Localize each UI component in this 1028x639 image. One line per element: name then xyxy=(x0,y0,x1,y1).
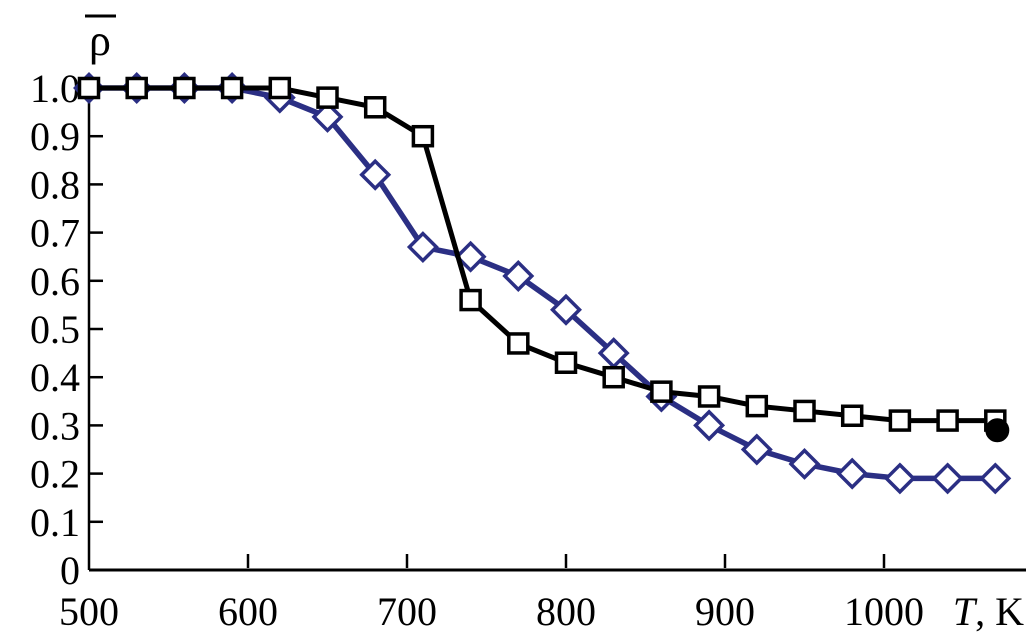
square-marker xyxy=(745,394,769,418)
end-filled-circle-marker xyxy=(985,418,1010,443)
square-marker xyxy=(650,380,673,403)
y-tick-label: 0.6 xyxy=(30,259,80,304)
square-marker xyxy=(840,404,864,428)
x-tick-label: 500 xyxy=(59,589,119,634)
y-axis-label: ρ xyxy=(89,16,111,65)
square-marker xyxy=(888,409,912,432)
square-marker xyxy=(220,76,244,100)
square-marker xyxy=(936,409,959,432)
diamond-marker xyxy=(740,433,773,466)
diamond-marker xyxy=(979,462,1012,495)
square-marker xyxy=(363,96,387,119)
x-tick-label: 800 xyxy=(536,589,596,634)
diamond-marker xyxy=(406,231,439,264)
y-tick-label: 0.2 xyxy=(30,452,80,497)
square-marker xyxy=(173,76,196,100)
square-marker xyxy=(77,76,101,100)
square-marker xyxy=(697,385,721,408)
square-marker xyxy=(554,351,578,374)
diamond-marker xyxy=(550,293,582,326)
y-tick-label: 0.1 xyxy=(30,500,80,545)
y-tick-label: 1.0 xyxy=(30,66,80,111)
x-axis-label-symbol: T xyxy=(953,589,978,634)
x-axis-label-unit: , K xyxy=(975,589,1024,634)
square-marker xyxy=(793,399,816,423)
y-tick-label: 0.7 xyxy=(30,211,80,256)
square-marker xyxy=(602,365,625,389)
diamond-marker xyxy=(359,158,392,191)
square-marker xyxy=(507,332,530,355)
x-tick-label: 1000 xyxy=(844,589,924,634)
square-marker xyxy=(268,76,292,100)
diamond-marker xyxy=(883,462,916,495)
y-tick-label: 0 xyxy=(60,548,80,593)
y-tick-label: 0.9 xyxy=(30,114,80,159)
x-tick-label: 700 xyxy=(377,589,437,634)
y-tick-label: 0.4 xyxy=(30,355,80,400)
diamond-marker xyxy=(836,457,869,490)
y-tick-label: 0.3 xyxy=(30,403,80,448)
square-marker xyxy=(316,86,339,109)
x-tick-label: 600 xyxy=(218,589,278,634)
y-tick-label: 0.8 xyxy=(30,162,80,207)
diamond-marker xyxy=(693,409,726,442)
square-series-line xyxy=(89,85,996,424)
diamond-marker xyxy=(454,240,487,273)
diamond-marker xyxy=(931,462,964,495)
square-marker xyxy=(125,76,148,100)
diamond-marker xyxy=(788,447,821,480)
square-marker xyxy=(459,288,482,312)
diamond-marker xyxy=(502,260,535,292)
square-marker xyxy=(411,124,435,148)
x-axis-label: T, K xyxy=(953,589,1024,634)
y-tick-label: 0.5 xyxy=(30,307,80,352)
diamond-marker xyxy=(311,100,344,133)
x-tick-label: 900 xyxy=(695,589,755,634)
